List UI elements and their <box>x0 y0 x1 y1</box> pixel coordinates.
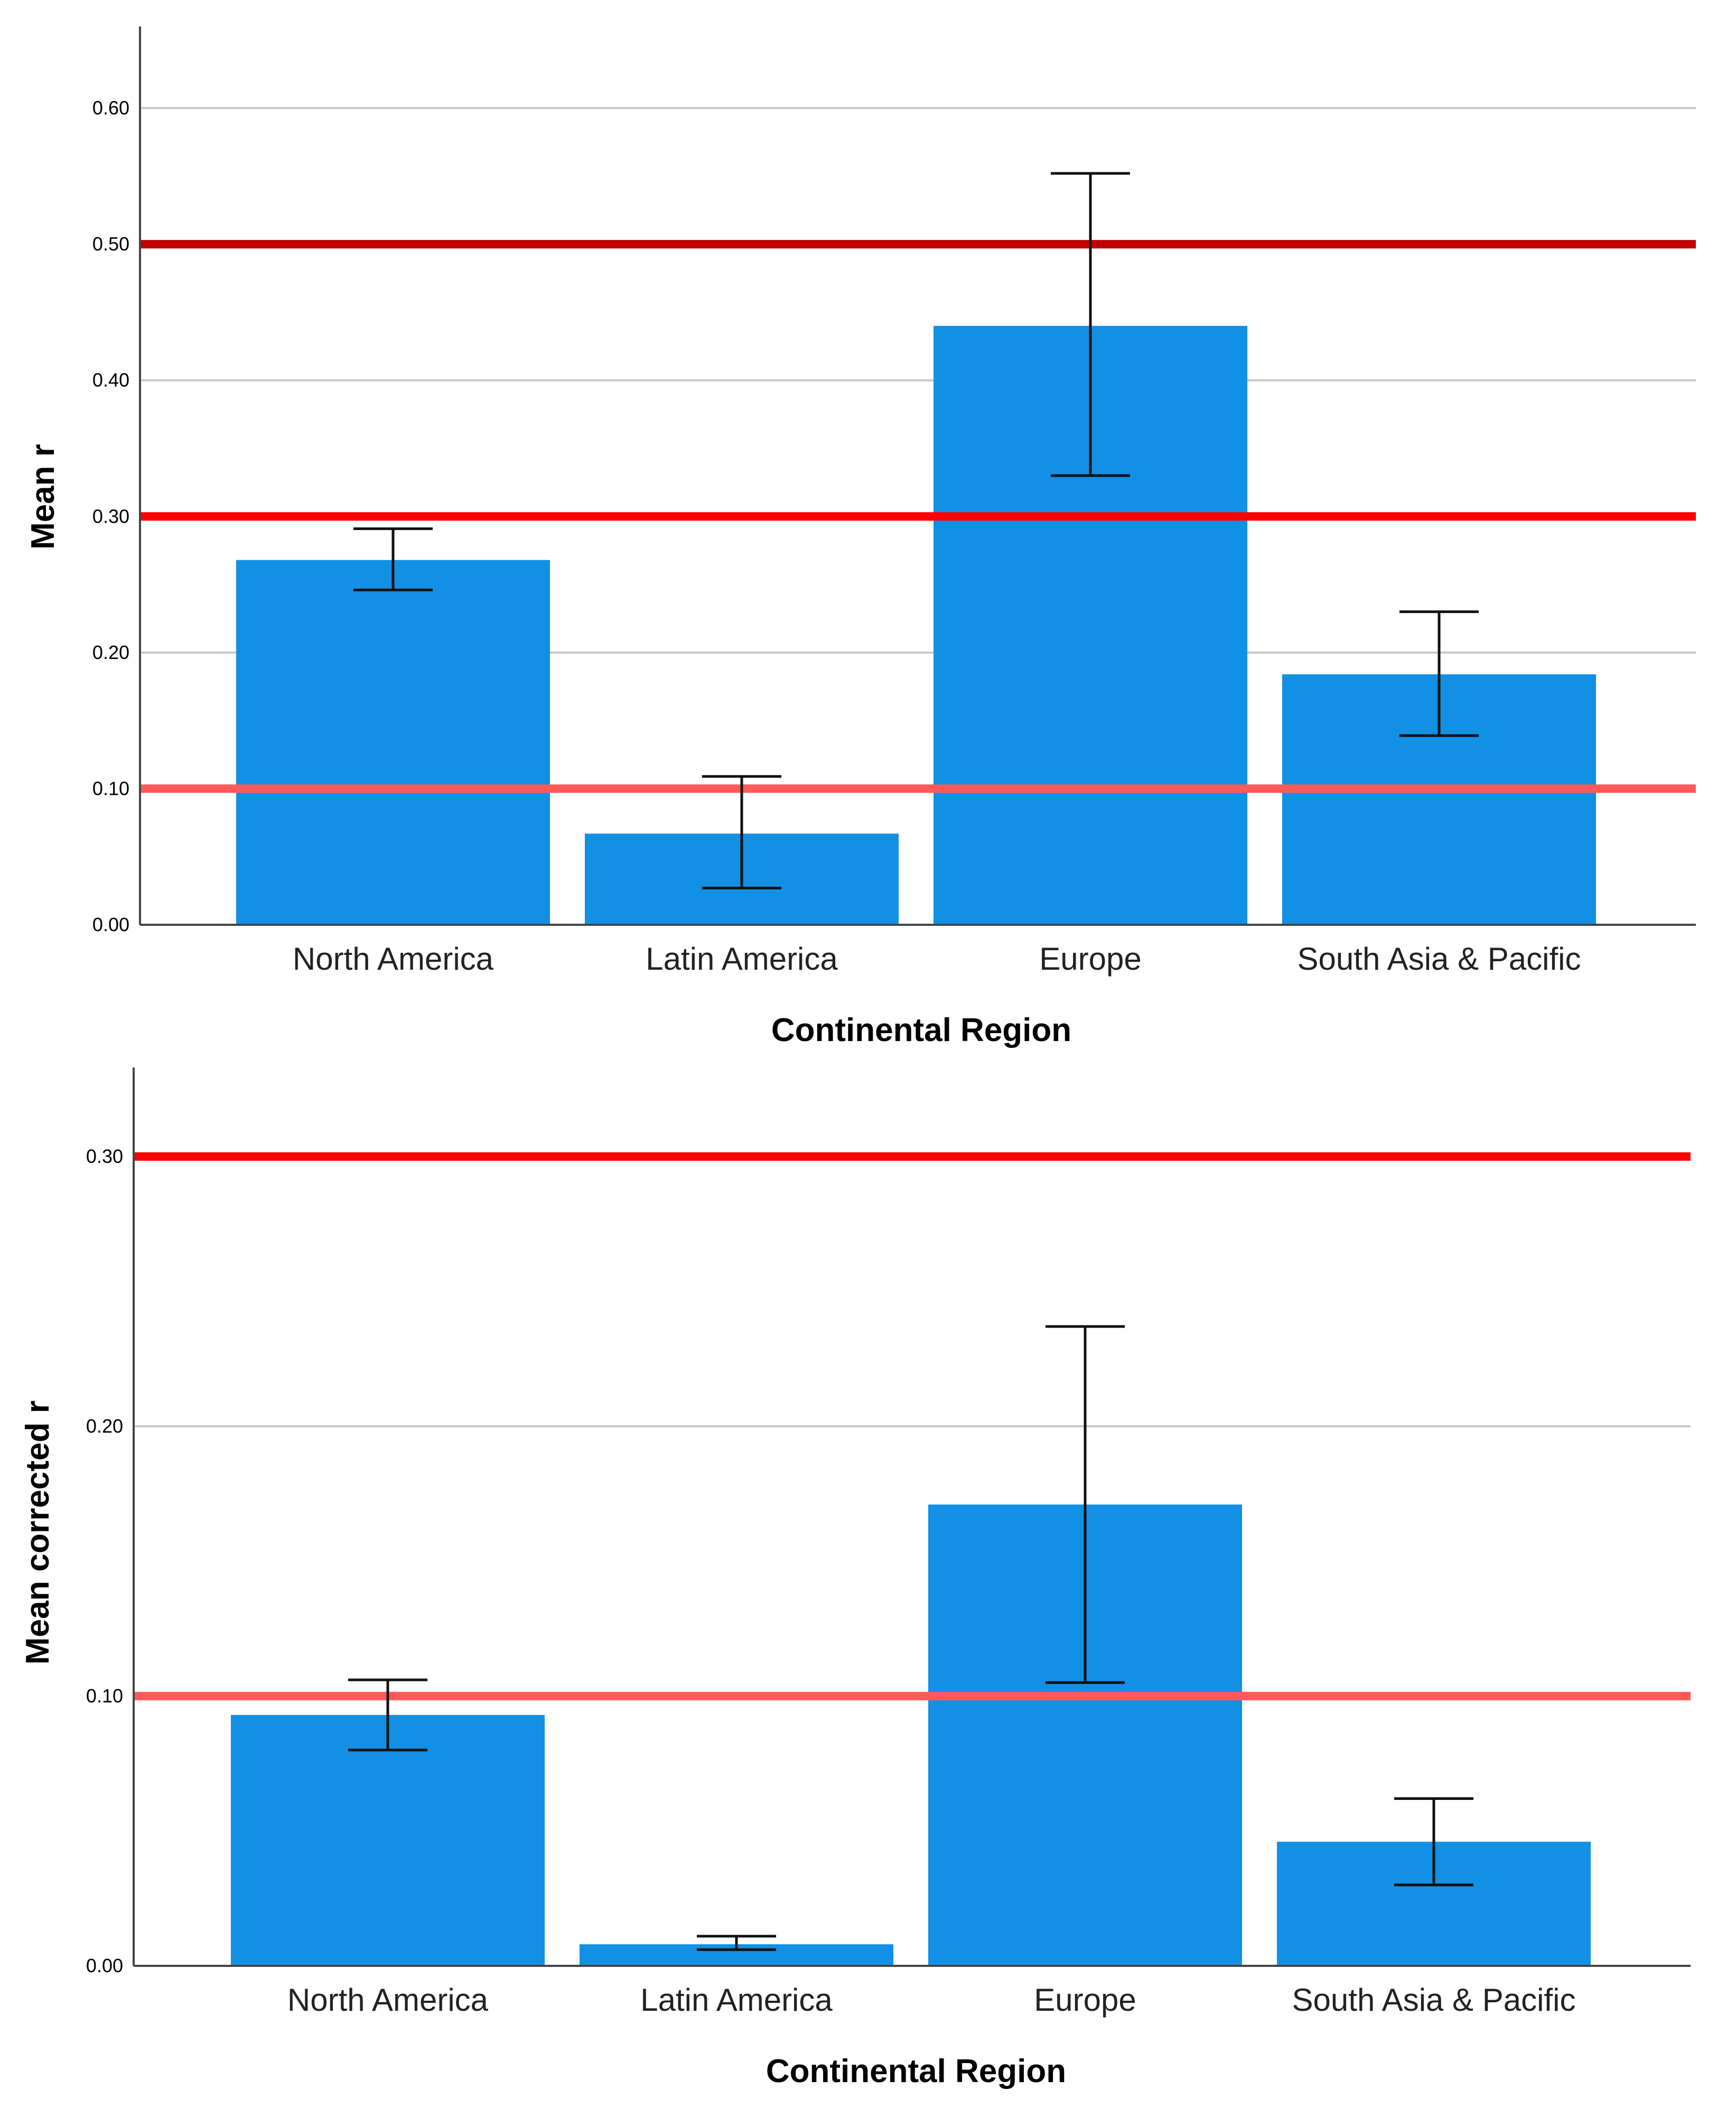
y-tick-labels: 0.00 0.10 0.20 0.30 0.40 0.50 0.60 <box>92 97 129 935</box>
x-tick-labels: North America Latin America Europe South As… <box>293 941 1581 977</box>
y-axis-title: Mean corrected r <box>20 1400 56 1665</box>
y-tick-label: 0.50 <box>92 233 129 255</box>
y-tick-label: 0.20 <box>92 642 129 663</box>
axes <box>139 26 1696 926</box>
x-axis-title: Continental Region <box>766 2053 1066 2090</box>
reference-lines <box>140 240 1696 793</box>
y-tick-label: 0.20 <box>86 1415 123 1437</box>
y-tick-labels: 0.00 0.10 0.20 0.30 <box>86 1145 123 1976</box>
y-tick-label: 0.10 <box>92 777 129 799</box>
reference-lines <box>134 1152 1691 1701</box>
bars <box>231 1505 1591 1966</box>
y-tick-label: 0.00 <box>86 1955 123 1976</box>
y-tick-label: 0.30 <box>86 1145 123 1167</box>
bar <box>236 560 550 925</box>
error-bars <box>348 1325 1473 1951</box>
y-tick-label: 0.00 <box>92 914 129 935</box>
x-tick-label: Latin America <box>646 941 838 977</box>
x-tick-label: South Asia & Pacific <box>1298 941 1581 977</box>
chart-mean-corrected-r: 0.00 0.10 0.20 0.30 North America Latin Amer… <box>20 1067 1691 2090</box>
x-tick-label: Latin America <box>640 1982 833 2018</box>
y-tick-label: 0.60 <box>92 97 129 119</box>
x-tick-label: Europe <box>1039 941 1141 977</box>
x-tick-label: South Asia & Pacific <box>1292 1982 1576 2018</box>
x-tick-labels: North America Latin America Europe South As… <box>287 1982 1576 2018</box>
x-tick-label: North America <box>293 941 494 977</box>
y-axis-title: Mean r <box>25 444 61 550</box>
x-tick-label: Europe <box>1034 1982 1136 2018</box>
y-tick-label: 0.30 <box>92 505 129 527</box>
axes <box>133 1067 1691 1967</box>
bar <box>231 1715 545 1966</box>
x-tick-label: North America <box>287 1982 489 2018</box>
error-bars <box>353 172 1479 889</box>
y-tick-label: 0.40 <box>92 369 129 391</box>
y-tick-label: 0.10 <box>86 1685 123 1706</box>
x-axis-title: Continental Region <box>771 1012 1071 1048</box>
chart-mean-r: 0.00 0.10 0.20 0.30 0.40 0.50 0.60 North Ameri… <box>25 26 1696 1048</box>
